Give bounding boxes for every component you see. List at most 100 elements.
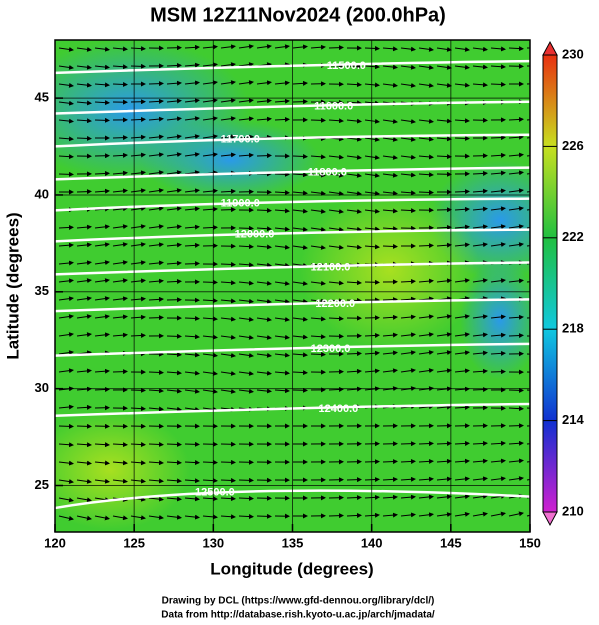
y-tick-label: 25 xyxy=(35,477,49,492)
wind-arrow xyxy=(238,262,254,268)
wind-arrow xyxy=(112,460,128,466)
wind-arrow xyxy=(220,207,236,213)
contour-line xyxy=(55,166,530,181)
wind-arrow xyxy=(472,350,488,356)
wind-arrow xyxy=(130,206,146,212)
wind-arrow xyxy=(76,368,92,374)
wind-arrow xyxy=(436,458,452,464)
wind-arrow xyxy=(292,370,308,376)
wind-arrow xyxy=(382,494,398,500)
wind-arrow xyxy=(112,314,128,320)
wind-arrow xyxy=(94,170,110,176)
wind-arrow xyxy=(418,189,434,195)
contour-line xyxy=(55,402,530,417)
wind-arrow xyxy=(94,442,110,448)
wind-arrow xyxy=(76,332,92,338)
y-tick-label: 45 xyxy=(35,90,49,105)
wind-arrow xyxy=(58,423,74,429)
wind-arrow xyxy=(202,116,218,122)
wind-arrow xyxy=(238,514,254,520)
wind-arrow xyxy=(184,170,200,176)
wind-arrow xyxy=(256,44,272,50)
wind-arrow xyxy=(220,134,236,140)
wind-arrow xyxy=(202,459,218,465)
wind-arrow xyxy=(166,478,182,484)
wind-arrow xyxy=(292,99,308,105)
wind-arrow xyxy=(130,46,146,52)
contour-label: 11900.0 xyxy=(221,197,260,209)
wind-arrow xyxy=(184,116,200,122)
colorbar: 210 214 218 222 226 230 xyxy=(542,40,584,527)
wind-arrow xyxy=(184,370,200,376)
wind-arrow xyxy=(166,62,182,68)
wind-arrow xyxy=(202,152,218,158)
wind-arrow xyxy=(148,478,164,484)
wind-arrow xyxy=(184,206,200,212)
wind-arrow xyxy=(58,460,74,466)
wind-vectors xyxy=(58,44,530,521)
wind-arrow xyxy=(94,82,110,88)
wind-arrow xyxy=(346,297,362,303)
wind-arrow xyxy=(220,496,236,502)
wind-arrow xyxy=(220,388,236,394)
colorbar-extend-top xyxy=(542,40,558,56)
wind-arrow xyxy=(184,188,200,194)
wind-arrow xyxy=(112,46,128,52)
colorbar-tick-label: 230 xyxy=(562,46,584,61)
wind-arrow xyxy=(94,368,110,374)
wind-arrow xyxy=(202,206,218,212)
plot-area: 11500.0 11600.0 11700.0 11800.0 11900.0 12000… xyxy=(55,40,530,532)
wind-arrow xyxy=(112,369,128,375)
wind-arrow xyxy=(184,406,200,412)
wind-arrow xyxy=(112,135,128,141)
wind-arrow xyxy=(256,334,272,340)
wind-arrow xyxy=(184,315,200,321)
wind-arrow xyxy=(310,154,326,160)
wind-arrow xyxy=(256,316,272,322)
wind-arrow xyxy=(292,153,308,159)
wind-arrow xyxy=(184,62,200,68)
wind-arrow xyxy=(112,478,128,484)
wind-arrow xyxy=(454,404,470,410)
wind-arrow xyxy=(400,332,416,338)
wind-arrow xyxy=(148,116,164,122)
wind-arrow xyxy=(418,350,434,356)
wind-arrow xyxy=(436,314,452,320)
wind-arrow xyxy=(184,334,200,340)
wind-arrow xyxy=(256,280,272,286)
contour-line xyxy=(55,197,530,212)
wind-arrow xyxy=(220,62,236,68)
wind-arrow xyxy=(148,496,164,502)
wind-arrow xyxy=(328,45,344,51)
wind-arrow xyxy=(490,188,506,194)
wind-arrow xyxy=(274,388,290,394)
wind-arrow xyxy=(292,44,308,50)
wind-arrow xyxy=(202,98,218,104)
wind-arrow xyxy=(490,81,506,87)
wind-arrow xyxy=(508,152,524,158)
wind-arrow xyxy=(148,315,164,321)
wind-arrow xyxy=(130,242,146,248)
wind-arrow xyxy=(202,352,218,358)
wind-arrow xyxy=(346,190,362,196)
wind-arrow xyxy=(238,352,254,358)
wind-arrow xyxy=(76,314,92,320)
wind-arrow xyxy=(328,244,344,250)
wind-arrow xyxy=(454,135,470,141)
wind-arrow xyxy=(454,278,470,284)
wind-arrow xyxy=(148,224,164,230)
wind-arrow xyxy=(94,224,110,230)
wind-arrow xyxy=(76,442,92,448)
wind-arrow xyxy=(436,64,452,70)
contour-line xyxy=(55,59,530,75)
wind-arrow xyxy=(256,226,272,232)
contour-label: 12400.0 xyxy=(319,403,359,415)
wind-arrow xyxy=(436,441,452,447)
wind-arrow xyxy=(148,152,164,158)
wind-arrow xyxy=(472,242,488,248)
wind-arrow xyxy=(130,278,146,284)
wind-arrow xyxy=(418,494,434,500)
contour-label: 11500.0 xyxy=(327,60,366,72)
axes: 120 125 130 135 140 145 150 25 30 35 40 45 xyxy=(35,40,541,550)
wind-arrow xyxy=(58,332,74,338)
